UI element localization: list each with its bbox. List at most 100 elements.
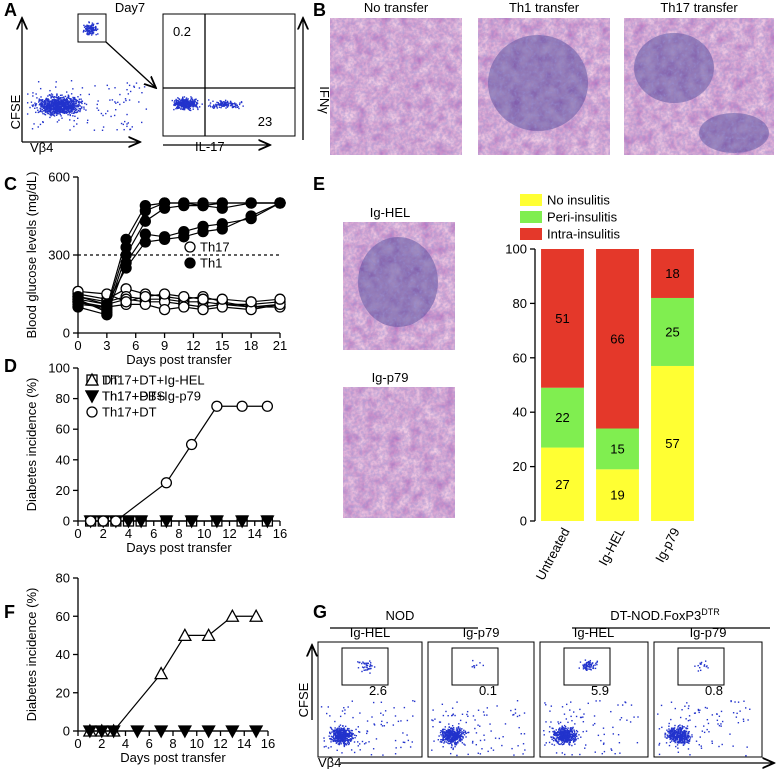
event-dot: [585, 730, 588, 732]
event-dot: [365, 742, 367, 744]
event-dot: [89, 32, 92, 35]
event-dot: [447, 734, 449, 737]
event-dot: [682, 732, 684, 735]
event-dot: [212, 106, 214, 109]
event-dot: [235, 103, 237, 105]
event-dot: [560, 743, 563, 745]
event-dot: [350, 735, 352, 737]
event-dot: [52, 103, 54, 105]
event-dot: [451, 738, 453, 740]
event-dot: [76, 99, 79, 102]
event-dot: [676, 744, 679, 746]
event-dot: [35, 103, 38, 105]
event-dot: [50, 93, 53, 95]
event-dot: [70, 98, 72, 100]
event-dot: [394, 715, 397, 717]
event-dot: [185, 98, 187, 100]
event-dot: [434, 718, 436, 720]
event-dot: [344, 725, 347, 728]
event-dot: [116, 129, 118, 131]
event-dot: [699, 709, 701, 711]
event-dot: [671, 737, 673, 739]
event-dot: [72, 88, 74, 90]
event-dot: [575, 732, 578, 735]
event-dot: [349, 739, 351, 742]
event-dot: [220, 106, 222, 109]
event-dot: [187, 101, 190, 103]
event-dot: [438, 721, 441, 723]
event-dot: [58, 119, 60, 121]
legend-marker: [184, 241, 196, 253]
event-dot: [141, 92, 143, 94]
event-dot: [70, 110, 72, 113]
event-dot: [370, 665, 372, 667]
event-dot: [46, 111, 48, 114]
event-dot: [582, 730, 584, 733]
event-dot: [672, 729, 674, 731]
bar-segment: [541, 387, 584, 448]
event-dot: [175, 98, 177, 101]
event-dot: [682, 726, 684, 728]
event-dot: [676, 738, 679, 740]
event-dot: [568, 736, 571, 738]
event-dot: [350, 734, 352, 736]
event-dot: [42, 112, 44, 115]
event-dot: [71, 104, 73, 107]
event-dot: [685, 741, 688, 743]
event-dot: [687, 719, 690, 722]
marker: [245, 296, 257, 308]
event-dot: [331, 739, 333, 741]
event-dot: [463, 729, 465, 732]
event-dot: [62, 103, 64, 105]
event-dot: [666, 734, 669, 736]
event-dot: [367, 662, 369, 665]
event-dot: [188, 108, 190, 111]
event-dot: [695, 740, 698, 742]
event-dot: [78, 107, 80, 110]
event-dot: [566, 738, 569, 741]
event-dot: [567, 739, 570, 741]
event-dot: [57, 96, 59, 99]
event-dot: [586, 665, 589, 667]
event-dot: [447, 739, 449, 742]
event-dot: [601, 752, 603, 755]
event-dot: [65, 98, 67, 101]
event-dot: [334, 740, 336, 742]
event-dot: [186, 103, 188, 105]
event-dot: [64, 103, 67, 105]
event-dot: [351, 733, 353, 736]
event-dot: [666, 737, 669, 739]
event-dot: [97, 33, 99, 35]
event-dot: [335, 734, 338, 737]
gate: [563, 647, 611, 686]
event-dot: [571, 719, 573, 722]
event-dot: [689, 719, 691, 721]
event-dot: [472, 665, 475, 667]
event-dot: [363, 662, 365, 664]
event-dot: [186, 105, 189, 108]
event-dot: [343, 743, 346, 745]
event-dot: [629, 721, 632, 723]
event-dot: [677, 727, 679, 729]
event-dot: [450, 731, 453, 733]
event-dot: [461, 731, 464, 733]
event-dot: [43, 100, 46, 102]
event-dot: [457, 728, 459, 730]
event-dot: [564, 738, 567, 740]
event-dot: [572, 734, 575, 737]
event-dot: [73, 125, 75, 128]
event-dot: [558, 735, 561, 738]
event-dot: [552, 737, 555, 739]
x-tick-label: 8: [175, 526, 182, 541]
event-dot: [79, 107, 82, 110]
event-dot: [345, 738, 347, 740]
event-dot: [381, 720, 383, 723]
event-dot: [46, 106, 49, 108]
marker: [197, 199, 209, 212]
event-dot: [584, 666, 587, 669]
event-dot: [95, 27, 97, 29]
event-dot: [184, 102, 187, 105]
event-dot: [591, 662, 594, 664]
event-dot: [190, 99, 192, 101]
event-dot: [190, 100, 192, 103]
